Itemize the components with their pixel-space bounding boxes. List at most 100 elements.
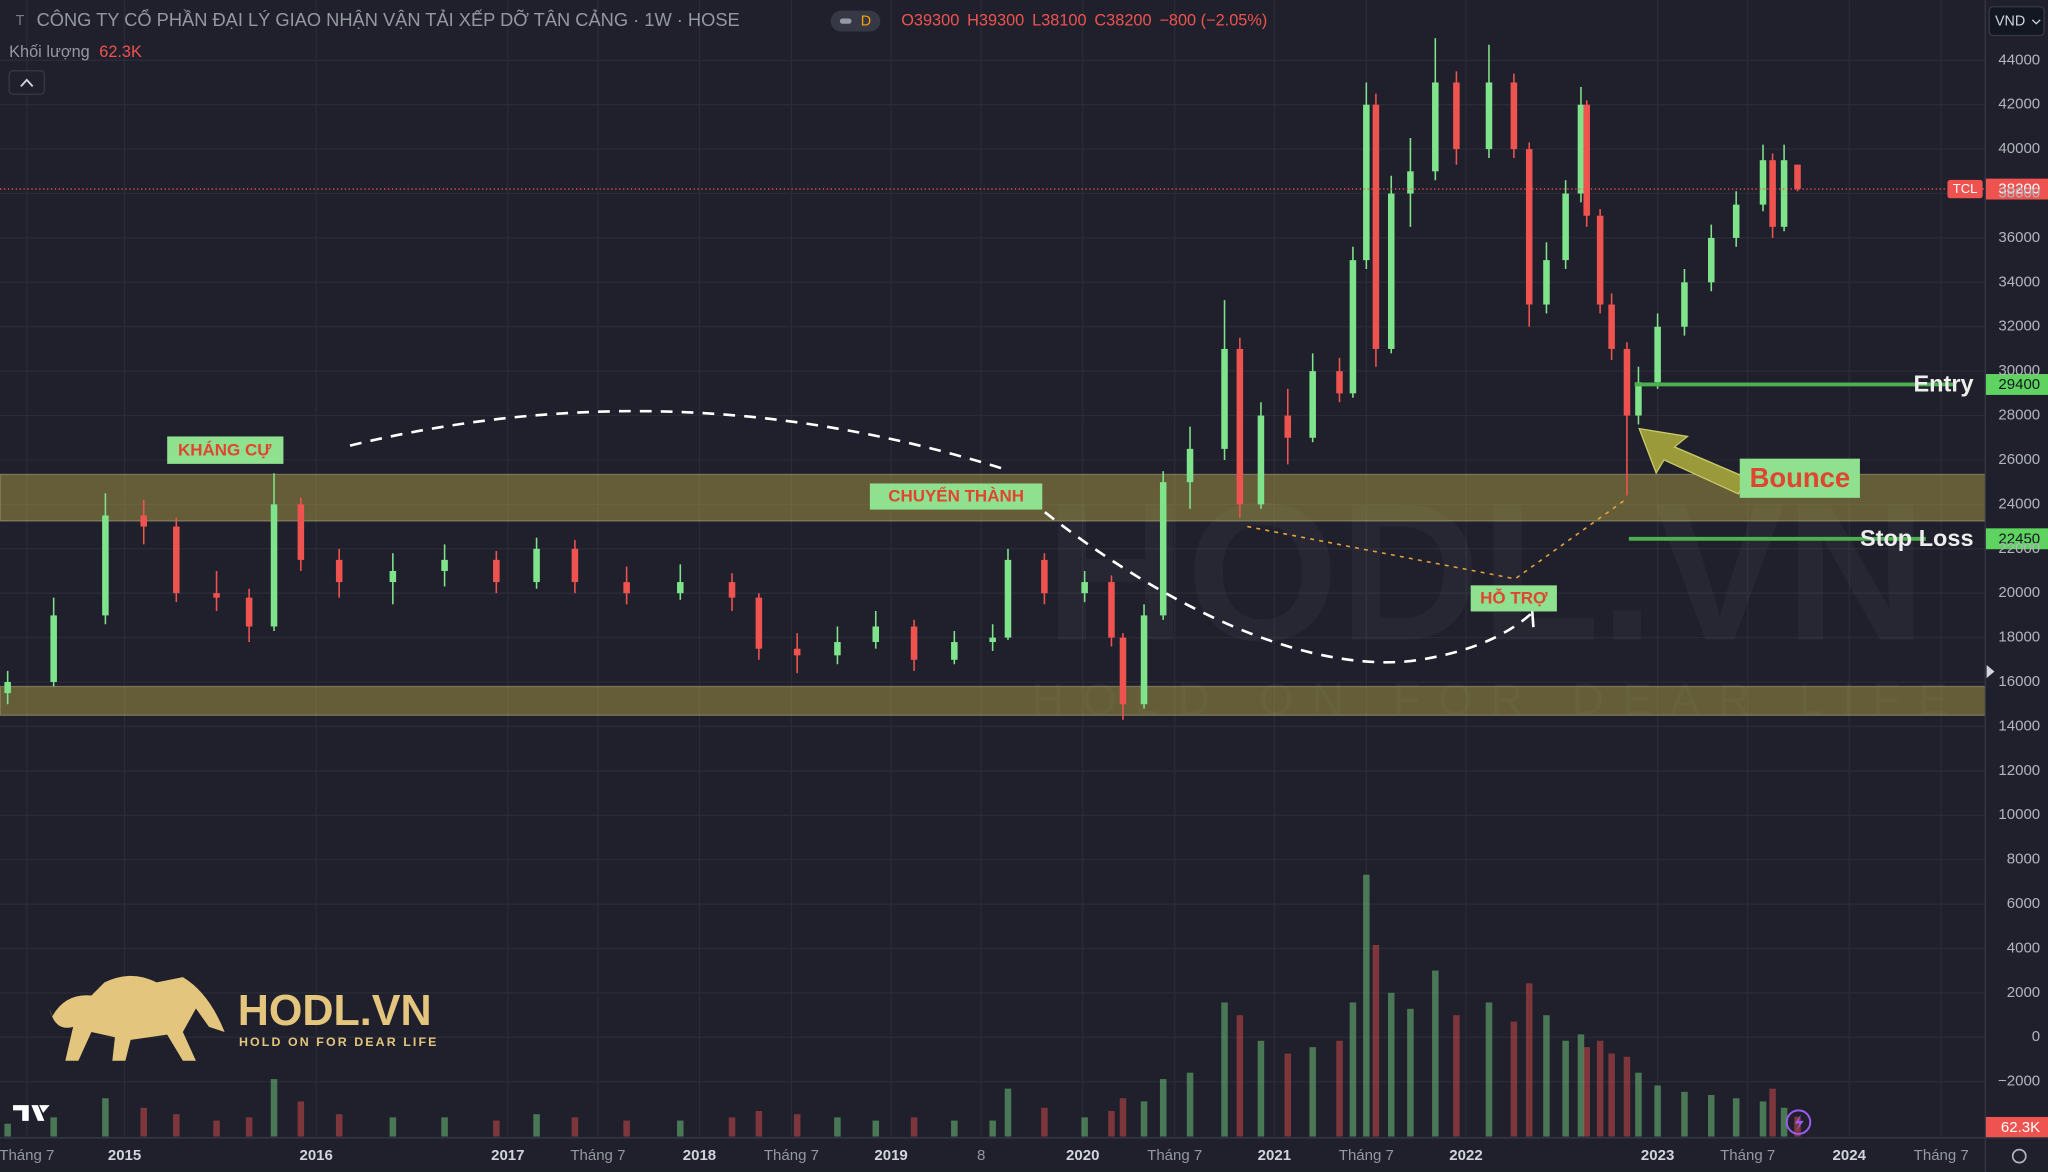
x-tick-label: 8: [977, 1147, 985, 1164]
candle-body: [173, 526, 180, 594]
y-tick-label: 10000: [1998, 806, 2040, 823]
candle-body: [389, 570, 397, 583]
bounce-label: Bounce: [1750, 462, 1851, 493]
price-tag: [1985, 528, 2048, 550]
candle-body: [1562, 193, 1569, 261]
volume-bar: [1780, 1107, 1788, 1137]
y-tick-label: 2000: [2007, 984, 2040, 1001]
candle-body: [1119, 637, 1127, 705]
candle-body: [1654, 326, 1661, 383]
price-tag: [1985, 178, 2048, 200]
x-tick-label: 2017: [491, 1147, 524, 1164]
zone: [0, 685, 1986, 716]
candle-body: [270, 504, 278, 627]
candle-body: [872, 626, 880, 643]
x-tick-label: 2024: [1833, 1147, 1867, 1164]
x-tick-label: Tháng 7: [0, 1147, 54, 1164]
volume-bar: [571, 1117, 579, 1137]
candle-body: [755, 597, 763, 649]
candle-body: [1732, 204, 1740, 238]
candle-body: [140, 515, 147, 527]
volume-bar: [834, 1117, 841, 1137]
candle-body: [1432, 82, 1439, 172]
volume-bar: [1432, 970, 1439, 1137]
volume-bar: [533, 1114, 540, 1137]
y-tick-label: 22000: [1998, 540, 2040, 557]
candle-body: [1349, 260, 1357, 394]
ohlc-value: H39300: [967, 11, 1024, 29]
candle-body: [1041, 559, 1048, 594]
candle-body: [910, 626, 918, 660]
x-tick-label: 2018: [683, 1147, 716, 1164]
currency-button[interactable]: [1988, 6, 2045, 37]
overlay: TCL 38200 29400 22450 62.3K: [0, 178, 2048, 1138]
ohlc-value: L38100: [1032, 11, 1086, 29]
candle-body: [571, 548, 579, 583]
ohlc-value: −800 (−2.05%): [1159, 11, 1267, 29]
volume-bar: [623, 1120, 630, 1137]
volume-bar: [1759, 1101, 1767, 1137]
volume-bar: [389, 1117, 397, 1137]
x-tick-label: Tháng 7: [570, 1147, 625, 1164]
y-tick-label: 6000: [2007, 895, 2040, 912]
candle-body: [1257, 415, 1265, 505]
candle-body: [1336, 371, 1343, 394]
volume-bar: [1708, 1095, 1715, 1137]
scroll-marker: [1986, 665, 1995, 679]
volume-bar: [1363, 874, 1370, 1137]
volume-bar: [335, 1114, 343, 1137]
volume-bar: [1236, 1015, 1244, 1137]
badge-dot: [839, 18, 852, 24]
stop-loss-label: Stop Loss: [1860, 525, 1974, 551]
currency: VND: [1995, 14, 2025, 30]
symbol-tag-label: TCL: [1953, 181, 1978, 196]
candle-body: [1794, 164, 1801, 190]
volume-bar: [1732, 1098, 1740, 1137]
candle-body: [1309, 371, 1316, 438]
candle-body: [335, 559, 343, 583]
candle-body: [1004, 559, 1012, 638]
lightning-button[interactable]: [1785, 1109, 1812, 1135]
volume-bar: [1794, 1116, 1801, 1137]
candle-body: [1186, 448, 1194, 483]
label-box: [167, 436, 284, 464]
x-tick-label: 2019: [874, 1147, 907, 1164]
candle-body: [1407, 171, 1414, 194]
y-tick-label: 16000: [1998, 673, 2040, 690]
candle-body: [623, 582, 630, 594]
x-tick-label: 2016: [299, 1147, 332, 1164]
candle-body: [297, 504, 305, 560]
x-tick-label: Tháng 7: [1914, 1147, 1969, 1164]
logo-bull: [49, 975, 225, 1061]
y-tick-label: 14000: [1998, 717, 2040, 734]
volume-bar: [1004, 1088, 1012, 1137]
candle-body: [4, 682, 11, 694]
volume-bar: [1543, 1015, 1550, 1137]
volume-value: 62.3K: [99, 43, 142, 61]
y-tick-label: 4000: [2007, 939, 2040, 956]
volume-bar: [1635, 1072, 1642, 1137]
collapse-button[interactable]: [8, 70, 46, 95]
volume: [4, 874, 1801, 1137]
volume-bar: [4, 1123, 11, 1137]
volume-bar: [1407, 1008, 1414, 1137]
y-tick-label: 40000: [1998, 140, 2040, 157]
settings-button[interactable]: [2011, 1148, 2027, 1164]
volume-bar: [728, 1117, 736, 1137]
volume-bar: [1577, 1034, 1585, 1137]
candle-body: [1608, 304, 1615, 349]
volume-bar: [1041, 1107, 1048, 1137]
volume-bar: [1140, 1101, 1148, 1137]
volume-bar: [1159, 1079, 1167, 1137]
dashed-curve: [349, 409, 1009, 472]
volume-bar: [1336, 1040, 1343, 1137]
candle-body: [1623, 348, 1631, 416]
volume-bar: [1525, 983, 1533, 1137]
x-tick-label: 2015: [108, 1147, 141, 1164]
axes: −2000 0 2000 4000 6000 8000 10000 12000 14000 160…: [0, 51, 2040, 1164]
y-tick-label: 0: [2032, 1028, 2040, 1045]
candle-body: [1284, 415, 1292, 438]
candle-body: [245, 597, 253, 627]
badge-bg[interactable]: [830, 10, 881, 32]
